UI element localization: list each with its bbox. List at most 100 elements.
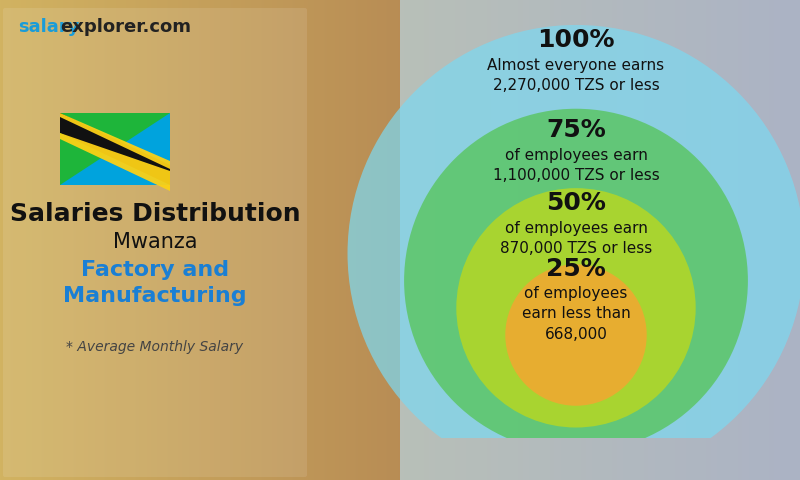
Text: Almost everyone earns
2,270,000 TZS or less: Almost everyone earns 2,270,000 TZS or l… [487, 58, 665, 93]
Bar [744, 0, 745, 480]
Bar [197, 0, 198, 480]
Bar [244, 0, 245, 480]
Bar [196, 0, 197, 480]
Bar [405, 0, 406, 480]
Bar [712, 0, 713, 480]
Bar [83, 0, 84, 480]
Bar [411, 0, 412, 480]
Bar [540, 0, 541, 480]
Bar [397, 0, 398, 480]
Bar [162, 0, 163, 480]
Bar [156, 0, 157, 480]
Bar [518, 0, 519, 480]
Bar [207, 0, 208, 480]
Bar [99, 0, 100, 480]
Bar [185, 0, 186, 480]
Bar [150, 0, 151, 480]
Bar [670, 0, 671, 480]
Bar [568, 0, 569, 480]
Bar [656, 0, 657, 480]
Bar [417, 0, 418, 480]
Bar [215, 0, 216, 480]
Bar [446, 0, 447, 480]
Bar [1, 0, 2, 480]
Bar [210, 0, 211, 480]
Bar [572, 0, 573, 480]
Bar [32, 0, 33, 480]
Bar [198, 0, 199, 480]
Bar [353, 0, 354, 480]
Bar [505, 0, 506, 480]
Bar [64, 0, 65, 480]
Bar [62, 0, 63, 480]
Bar [35, 0, 36, 480]
Circle shape [506, 264, 646, 406]
Bar [578, 0, 579, 480]
Bar [509, 0, 510, 480]
Bar [536, 0, 537, 480]
Bar [29, 0, 30, 480]
Bar [125, 0, 126, 480]
Bar [166, 0, 167, 480]
Bar [349, 0, 350, 480]
Bar [102, 0, 103, 480]
Bar [318, 0, 319, 480]
Bar [508, 0, 509, 480]
Bar [685, 0, 686, 480]
Bar [637, 0, 638, 480]
Bar [280, 0, 281, 480]
Bar [662, 0, 663, 480]
Bar [308, 0, 309, 480]
Bar [392, 0, 393, 480]
Bar [41, 0, 42, 480]
Bar [544, 0, 545, 480]
Bar [219, 0, 220, 480]
Bar [640, 0, 641, 480]
Bar [547, 0, 548, 480]
Bar [413, 0, 414, 480]
Bar [444, 0, 445, 480]
Bar [716, 0, 717, 480]
Bar [249, 0, 250, 480]
Bar [404, 0, 405, 480]
Bar [653, 0, 654, 480]
Bar [293, 0, 294, 480]
Bar [306, 0, 307, 480]
Bar [570, 0, 571, 480]
Bar [673, 0, 674, 480]
Bar [11, 0, 12, 480]
Bar [741, 0, 742, 480]
Bar [727, 0, 728, 480]
Bar [415, 0, 416, 480]
Bar [737, 0, 738, 480]
Bar [616, 0, 617, 480]
Bar [136, 0, 137, 480]
Bar [297, 0, 298, 480]
Bar [456, 0, 457, 480]
Bar [564, 0, 565, 480]
Bar [672, 0, 673, 480]
Bar [151, 0, 152, 480]
Bar [736, 0, 737, 480]
Bar [631, 0, 632, 480]
Bar [229, 0, 230, 480]
Bar [282, 0, 283, 480]
Bar [557, 0, 558, 480]
Bar [422, 0, 423, 480]
Bar [288, 0, 289, 480]
Bar [371, 0, 372, 480]
Bar [731, 0, 732, 480]
Bar [576, 0, 577, 480]
Bar [179, 0, 180, 480]
Bar [596, 0, 597, 480]
Bar [754, 0, 755, 480]
Bar [497, 0, 498, 480]
Bar [437, 0, 438, 480]
Bar [782, 0, 783, 480]
Bar [336, 0, 337, 480]
Bar [693, 0, 694, 480]
Bar [324, 0, 325, 480]
Bar [645, 0, 646, 480]
Bar [122, 0, 123, 480]
Bar [60, 113, 170, 185]
